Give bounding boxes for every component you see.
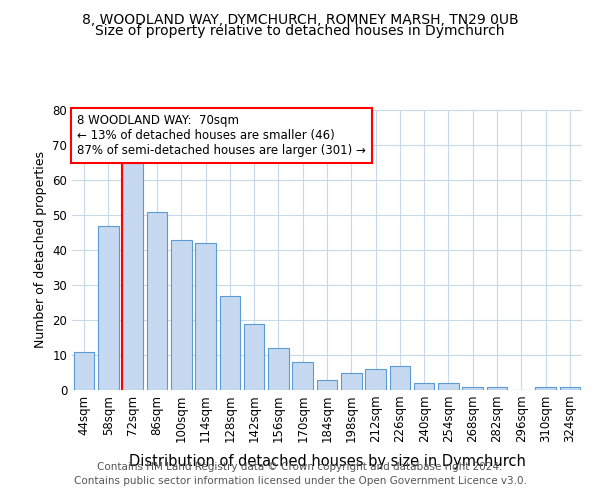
Bar [171, 240, 191, 390]
Y-axis label: Number of detached properties: Number of detached properties [34, 152, 47, 348]
Bar [292, 362, 313, 390]
Bar [122, 162, 143, 390]
Text: Contains HM Land Registry data © Crown copyright and database right 2024.
Contai: Contains HM Land Registry data © Crown c… [74, 462, 526, 486]
Bar [365, 369, 386, 390]
Bar [74, 352, 94, 390]
Bar [560, 386, 580, 390]
Bar [317, 380, 337, 390]
Bar [535, 386, 556, 390]
Bar [463, 386, 483, 390]
X-axis label: Distribution of detached houses by size in Dymchurch: Distribution of detached houses by size … [128, 454, 526, 468]
Bar [268, 348, 289, 390]
Bar [195, 243, 216, 390]
Bar [220, 296, 240, 390]
Bar [244, 324, 265, 390]
Bar [98, 226, 119, 390]
Text: 8 WOODLAND WAY:  70sqm
← 13% of detached houses are smaller (46)
87% of semi-det: 8 WOODLAND WAY: 70sqm ← 13% of detached … [77, 114, 366, 157]
Bar [487, 386, 508, 390]
Bar [414, 383, 434, 390]
Bar [341, 372, 362, 390]
Text: Size of property relative to detached houses in Dymchurch: Size of property relative to detached ho… [95, 24, 505, 38]
Bar [389, 366, 410, 390]
Bar [438, 383, 459, 390]
Text: 8, WOODLAND WAY, DYMCHURCH, ROMNEY MARSH, TN29 0UB: 8, WOODLAND WAY, DYMCHURCH, ROMNEY MARSH… [82, 12, 518, 26]
Bar [146, 212, 167, 390]
